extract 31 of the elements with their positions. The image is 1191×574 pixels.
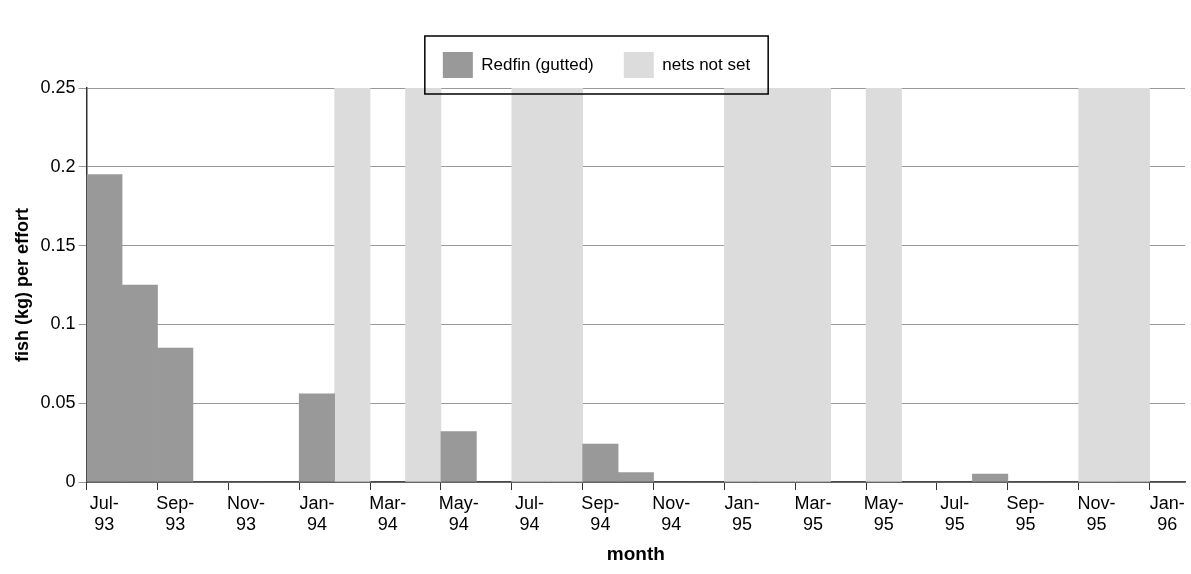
y-tick-label: 0.25 bbox=[40, 76, 76, 97]
x-tick-label: Nov-93 bbox=[227, 492, 266, 535]
y-tick-label: 0 bbox=[65, 470, 76, 491]
x-tick-label: May-95 bbox=[863, 492, 904, 535]
y-tick-label: 0.1 bbox=[50, 313, 76, 334]
x-tick-label: Sep-95 bbox=[1006, 492, 1045, 535]
x-tick-label: Nov-94 bbox=[652, 492, 691, 535]
legend-label: Redfin (gutted) bbox=[481, 54, 594, 74]
x-tick-label: Nov-95 bbox=[1077, 492, 1116, 535]
y-tick-label: 0.15 bbox=[40, 234, 76, 255]
x-tick-label: Sep-93 bbox=[156, 492, 195, 535]
bar bbox=[972, 473, 1009, 482]
legend-label: nets not set bbox=[662, 54, 751, 74]
x-tick-label: Mar-94 bbox=[369, 492, 407, 535]
bar bbox=[865, 88, 902, 482]
x-tick-label: May-94 bbox=[438, 492, 479, 535]
x-tick-label: Jul-93 bbox=[89, 492, 119, 535]
bar bbox=[440, 431, 477, 482]
x-axis-title: month bbox=[606, 542, 665, 564]
y-axis-title: fish (kg) per effort bbox=[11, 207, 32, 363]
bar bbox=[405, 88, 442, 482]
x-tick-label: Jan-96 bbox=[1149, 492, 1185, 535]
y-tick-label: 0.2 bbox=[50, 155, 76, 176]
x-tick-label: Jan-95 bbox=[724, 492, 760, 535]
x-tick-label: Jan-94 bbox=[299, 492, 335, 535]
x-tick-label: Jul-94 bbox=[515, 492, 545, 535]
x-tick-label: Jul-95 bbox=[940, 492, 970, 535]
x-tick-label: Mar-95 bbox=[794, 492, 832, 535]
y-tick-label: 0.05 bbox=[40, 392, 76, 413]
x-tick-label: Sep-94 bbox=[581, 492, 620, 535]
bar bbox=[334, 88, 371, 482]
